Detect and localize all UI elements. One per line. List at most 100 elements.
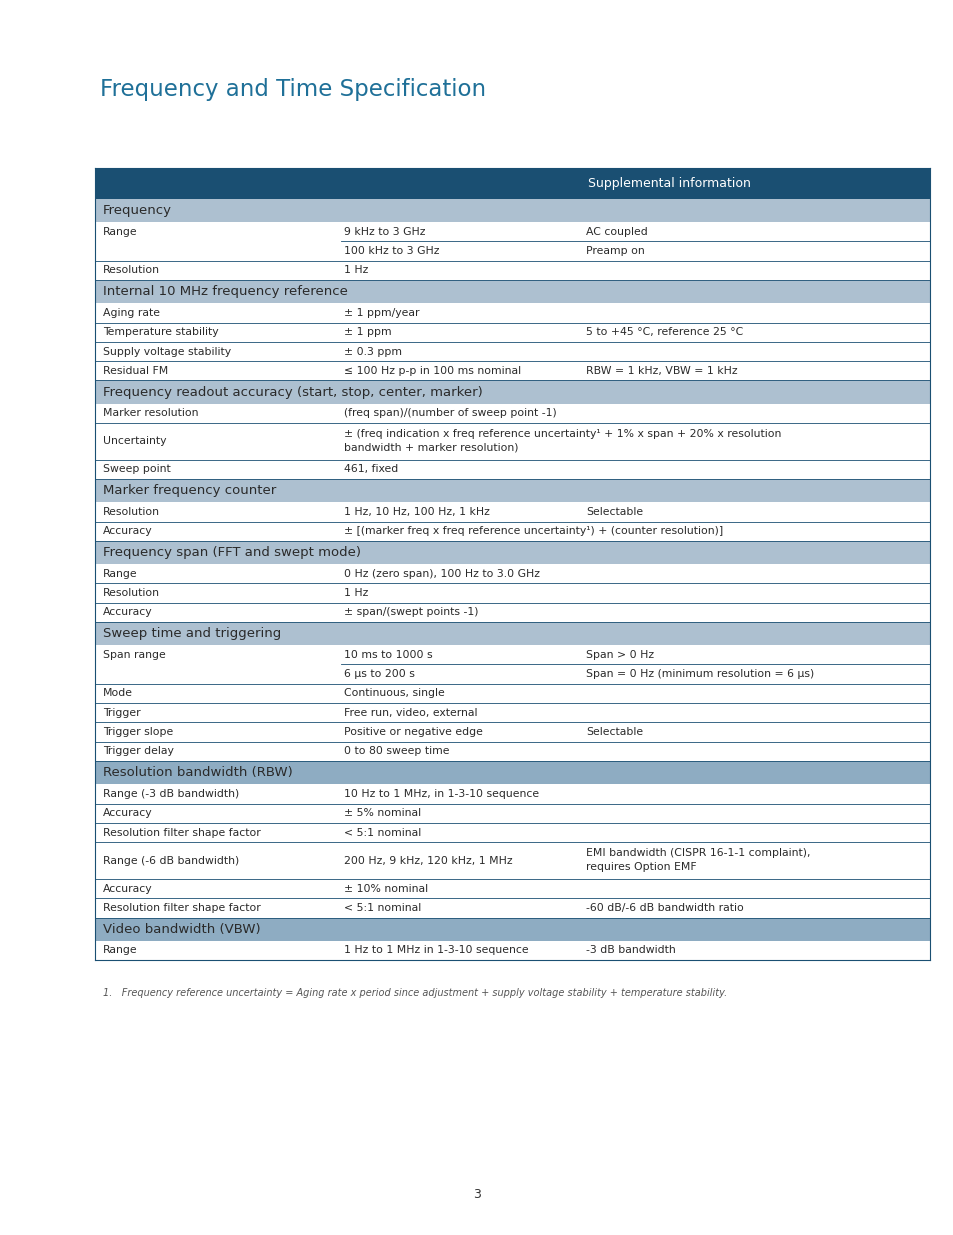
Text: Resolution filter shape factor: Resolution filter shape factor	[103, 827, 260, 837]
Text: Frequency span (FFT and swept mode): Frequency span (FFT and swept mode)	[103, 546, 360, 559]
Bar	[95, 722, 929, 742]
Bar	[95, 404, 929, 422]
Text: ± 0.3 ppm: ± 0.3 ppm	[344, 347, 402, 357]
Text: Resolution: Resolution	[103, 588, 160, 598]
Text: Trigger: Trigger	[103, 708, 140, 718]
Text: 9 kHz to 3 GHz: 9 kHz to 3 GHz	[344, 227, 425, 237]
Bar	[95, 280, 929, 304]
Text: Supply voltage stability: Supply voltage stability	[103, 347, 231, 357]
Text: 1 Hz, 10 Hz, 100 Hz, 1 kHz: 1 Hz, 10 Hz, 100 Hz, 1 kHz	[344, 506, 490, 516]
Text: -3 dB bandwidth: -3 dB bandwidth	[586, 945, 676, 956]
Text: ± 5% nominal: ± 5% nominal	[344, 808, 421, 819]
Bar	[95, 703, 929, 722]
Text: requires Option EMF: requires Option EMF	[586, 862, 697, 872]
Text: Span = 0 Hz (minimum resolution = 6 μs): Span = 0 Hz (minimum resolution = 6 μs)	[586, 669, 814, 679]
Text: 6 μs to 200 s: 6 μs to 200 s	[344, 669, 415, 679]
Text: 10 Hz to 1 MHz, in 1-3-10 sequence: 10 Hz to 1 MHz, in 1-3-10 sequence	[344, 789, 538, 799]
Bar	[95, 742, 929, 761]
Text: Internal 10 MHz frequency reference: Internal 10 MHz frequency reference	[103, 285, 348, 298]
Text: 461, fixed: 461, fixed	[344, 464, 398, 474]
Bar	[95, 918, 929, 941]
Text: EMI bandwidth (CISPR 16-1-1 complaint),: EMI bandwidth (CISPR 16-1-1 complaint),	[586, 848, 810, 858]
Bar	[95, 664, 929, 684]
Text: Frequency: Frequency	[103, 204, 172, 217]
Text: ± span/(swept points -1): ± span/(swept points -1)	[344, 608, 478, 618]
Bar	[95, 784, 929, 804]
Text: 0 Hz (zero span), 100 Hz to 3.0 GHz: 0 Hz (zero span), 100 Hz to 3.0 GHz	[344, 568, 539, 579]
Bar	[95, 168, 929, 199]
Bar	[95, 521, 929, 541]
Text: 1 Hz to 1 MHz in 1-3-10 sequence: 1 Hz to 1 MHz in 1-3-10 sequence	[344, 945, 528, 956]
Bar	[95, 823, 929, 842]
Bar	[95, 380, 929, 404]
Bar	[95, 241, 929, 261]
Bar	[95, 503, 929, 521]
Text: Supplemental information: Supplemental information	[588, 177, 751, 190]
Bar	[95, 804, 929, 823]
Text: 100 kHz to 3 GHz: 100 kHz to 3 GHz	[344, 246, 439, 256]
Bar	[95, 479, 929, 503]
Bar	[95, 222, 929, 241]
Bar	[95, 898, 929, 918]
Text: ± 1 ppm: ± 1 ppm	[344, 327, 392, 337]
Bar	[95, 879, 929, 898]
Text: Positive or negative edge: Positive or negative edge	[344, 727, 482, 737]
Text: Mode: Mode	[103, 688, 132, 699]
Bar	[95, 583, 929, 603]
Text: Sweep time and triggering: Sweep time and triggering	[103, 627, 281, 640]
Bar	[95, 564, 929, 583]
Text: 1 Hz: 1 Hz	[344, 266, 368, 275]
Text: ± 10% nominal: ± 10% nominal	[344, 883, 428, 894]
Text: 5 to +45 °C, reference 25 °C: 5 to +45 °C, reference 25 °C	[586, 327, 743, 337]
Bar	[95, 322, 929, 342]
Text: 1.   Frequency reference uncertainty = Aging rate x period since adjustment + su: 1. Frequency reference uncertainty = Agi…	[103, 988, 726, 998]
Text: Uncertainty: Uncertainty	[103, 436, 167, 446]
Text: Span range: Span range	[103, 650, 166, 659]
Text: Accuracy: Accuracy	[103, 883, 152, 894]
Text: Range (-6 dB bandwidth): Range (-6 dB bandwidth)	[103, 856, 239, 866]
Bar	[95, 761, 929, 784]
Bar	[95, 684, 929, 703]
Text: ± 1 ppm/year: ± 1 ppm/year	[344, 308, 419, 317]
Text: 10 ms to 1000 s: 10 ms to 1000 s	[344, 650, 433, 659]
Text: Accuracy: Accuracy	[103, 608, 152, 618]
Bar	[95, 603, 929, 622]
Bar	[95, 261, 929, 280]
Text: Trigger delay: Trigger delay	[103, 746, 173, 756]
Text: Preamp on: Preamp on	[586, 246, 644, 256]
Bar	[95, 645, 929, 664]
Bar	[95, 342, 929, 361]
Text: Selectable: Selectable	[586, 506, 643, 516]
Text: (freq span)/(number of sweep point -1): (freq span)/(number of sweep point -1)	[344, 409, 557, 419]
Text: Range: Range	[103, 227, 137, 237]
Bar	[95, 459, 929, 479]
Text: Range (-3 dB bandwidth): Range (-3 dB bandwidth)	[103, 789, 239, 799]
Text: Span > 0 Hz: Span > 0 Hz	[586, 650, 654, 659]
Bar	[95, 361, 929, 380]
Text: Free run, video, external: Free run, video, external	[344, 708, 477, 718]
Text: ± [(marker freq x freq reference uncertainty¹) + (counter resolution)]: ± [(marker freq x freq reference uncerta…	[344, 526, 722, 536]
Text: 0 to 80 sweep time: 0 to 80 sweep time	[344, 746, 450, 756]
Text: ± (freq indication x freq reference uncertainty¹ + 1% x span + 20% x resolution: ± (freq indication x freq reference unce…	[344, 429, 781, 438]
Text: Accuracy: Accuracy	[103, 526, 152, 536]
Text: Resolution: Resolution	[103, 506, 160, 516]
Text: 200 Hz, 9 kHz, 120 kHz, 1 MHz: 200 Hz, 9 kHz, 120 kHz, 1 MHz	[344, 856, 513, 866]
Text: < 5:1 nominal: < 5:1 nominal	[344, 827, 421, 837]
Bar	[95, 304, 929, 322]
Text: Frequency readout accuracy (start, stop, center, marker): Frequency readout accuracy (start, stop,…	[103, 385, 482, 399]
Text: Resolution bandwidth (RBW): Resolution bandwidth (RBW)	[103, 766, 293, 779]
Text: < 5:1 nominal: < 5:1 nominal	[344, 903, 421, 913]
Bar	[95, 199, 929, 222]
Bar	[95, 541, 929, 564]
Text: Aging rate: Aging rate	[103, 308, 160, 317]
Text: RBW = 1 kHz, VBW = 1 kHz: RBW = 1 kHz, VBW = 1 kHz	[586, 366, 738, 375]
Text: Range: Range	[103, 945, 137, 956]
Bar	[95, 842, 929, 879]
Text: Continuous, single: Continuous, single	[344, 688, 445, 699]
Text: Frequency and Time Specification: Frequency and Time Specification	[100, 78, 486, 101]
Text: -60 dB/-6 dB bandwidth ratio: -60 dB/-6 dB bandwidth ratio	[586, 903, 743, 913]
Text: ≤ 100 Hz p-p in 100 ms nominal: ≤ 100 Hz p-p in 100 ms nominal	[344, 366, 521, 375]
Text: Marker resolution: Marker resolution	[103, 409, 198, 419]
Text: Residual FM: Residual FM	[103, 366, 168, 375]
Text: Video bandwidth (VBW): Video bandwidth (VBW)	[103, 923, 260, 936]
